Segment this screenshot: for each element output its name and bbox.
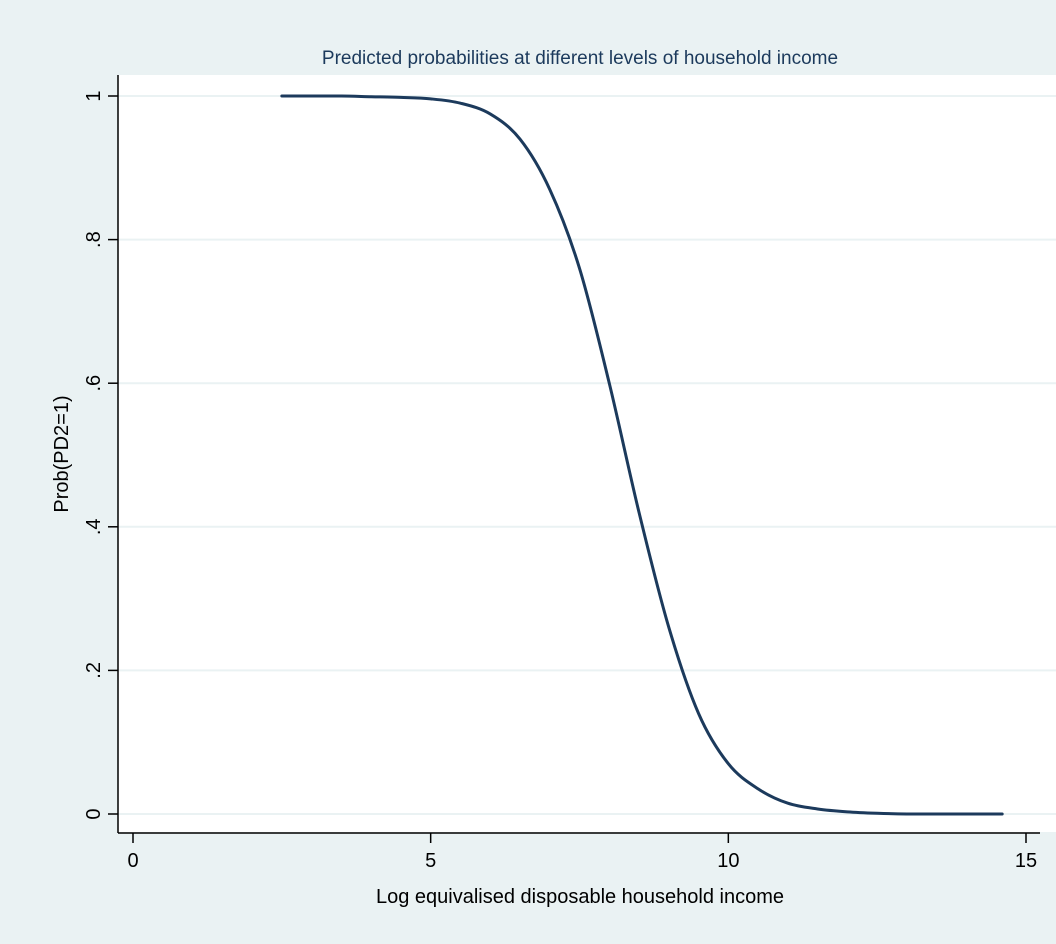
x-axis-title: Log equivalised disposable household inc… bbox=[376, 886, 784, 908]
plot-area bbox=[118, 75, 1056, 832]
y-ticks: 0 .2 .4 .6 .8 1 bbox=[83, 90, 118, 820]
x-tick-label: 15 bbox=[1015, 850, 1037, 872]
chart-title: Predicted probabilities at different lev… bbox=[322, 48, 838, 69]
y-tick-label: 1 bbox=[83, 90, 105, 101]
y-tick-label: .4 bbox=[83, 518, 105, 535]
series-line bbox=[280, 94, 1004, 816]
y-tick-label: 0 bbox=[83, 808, 105, 819]
x-tick-label: 0 bbox=[127, 850, 138, 872]
x-tick-label: 5 bbox=[425, 850, 436, 872]
x-ticks: 0 5 10 15 bbox=[127, 833, 1037, 872]
y-axis-title: Prob(PD2=1) bbox=[51, 395, 73, 512]
y-tick-label: .2 bbox=[83, 662, 105, 679]
x-tick-label: 10 bbox=[717, 850, 739, 872]
y-tick-label: .8 bbox=[83, 231, 105, 248]
y-tick-label: .6 bbox=[83, 375, 105, 392]
